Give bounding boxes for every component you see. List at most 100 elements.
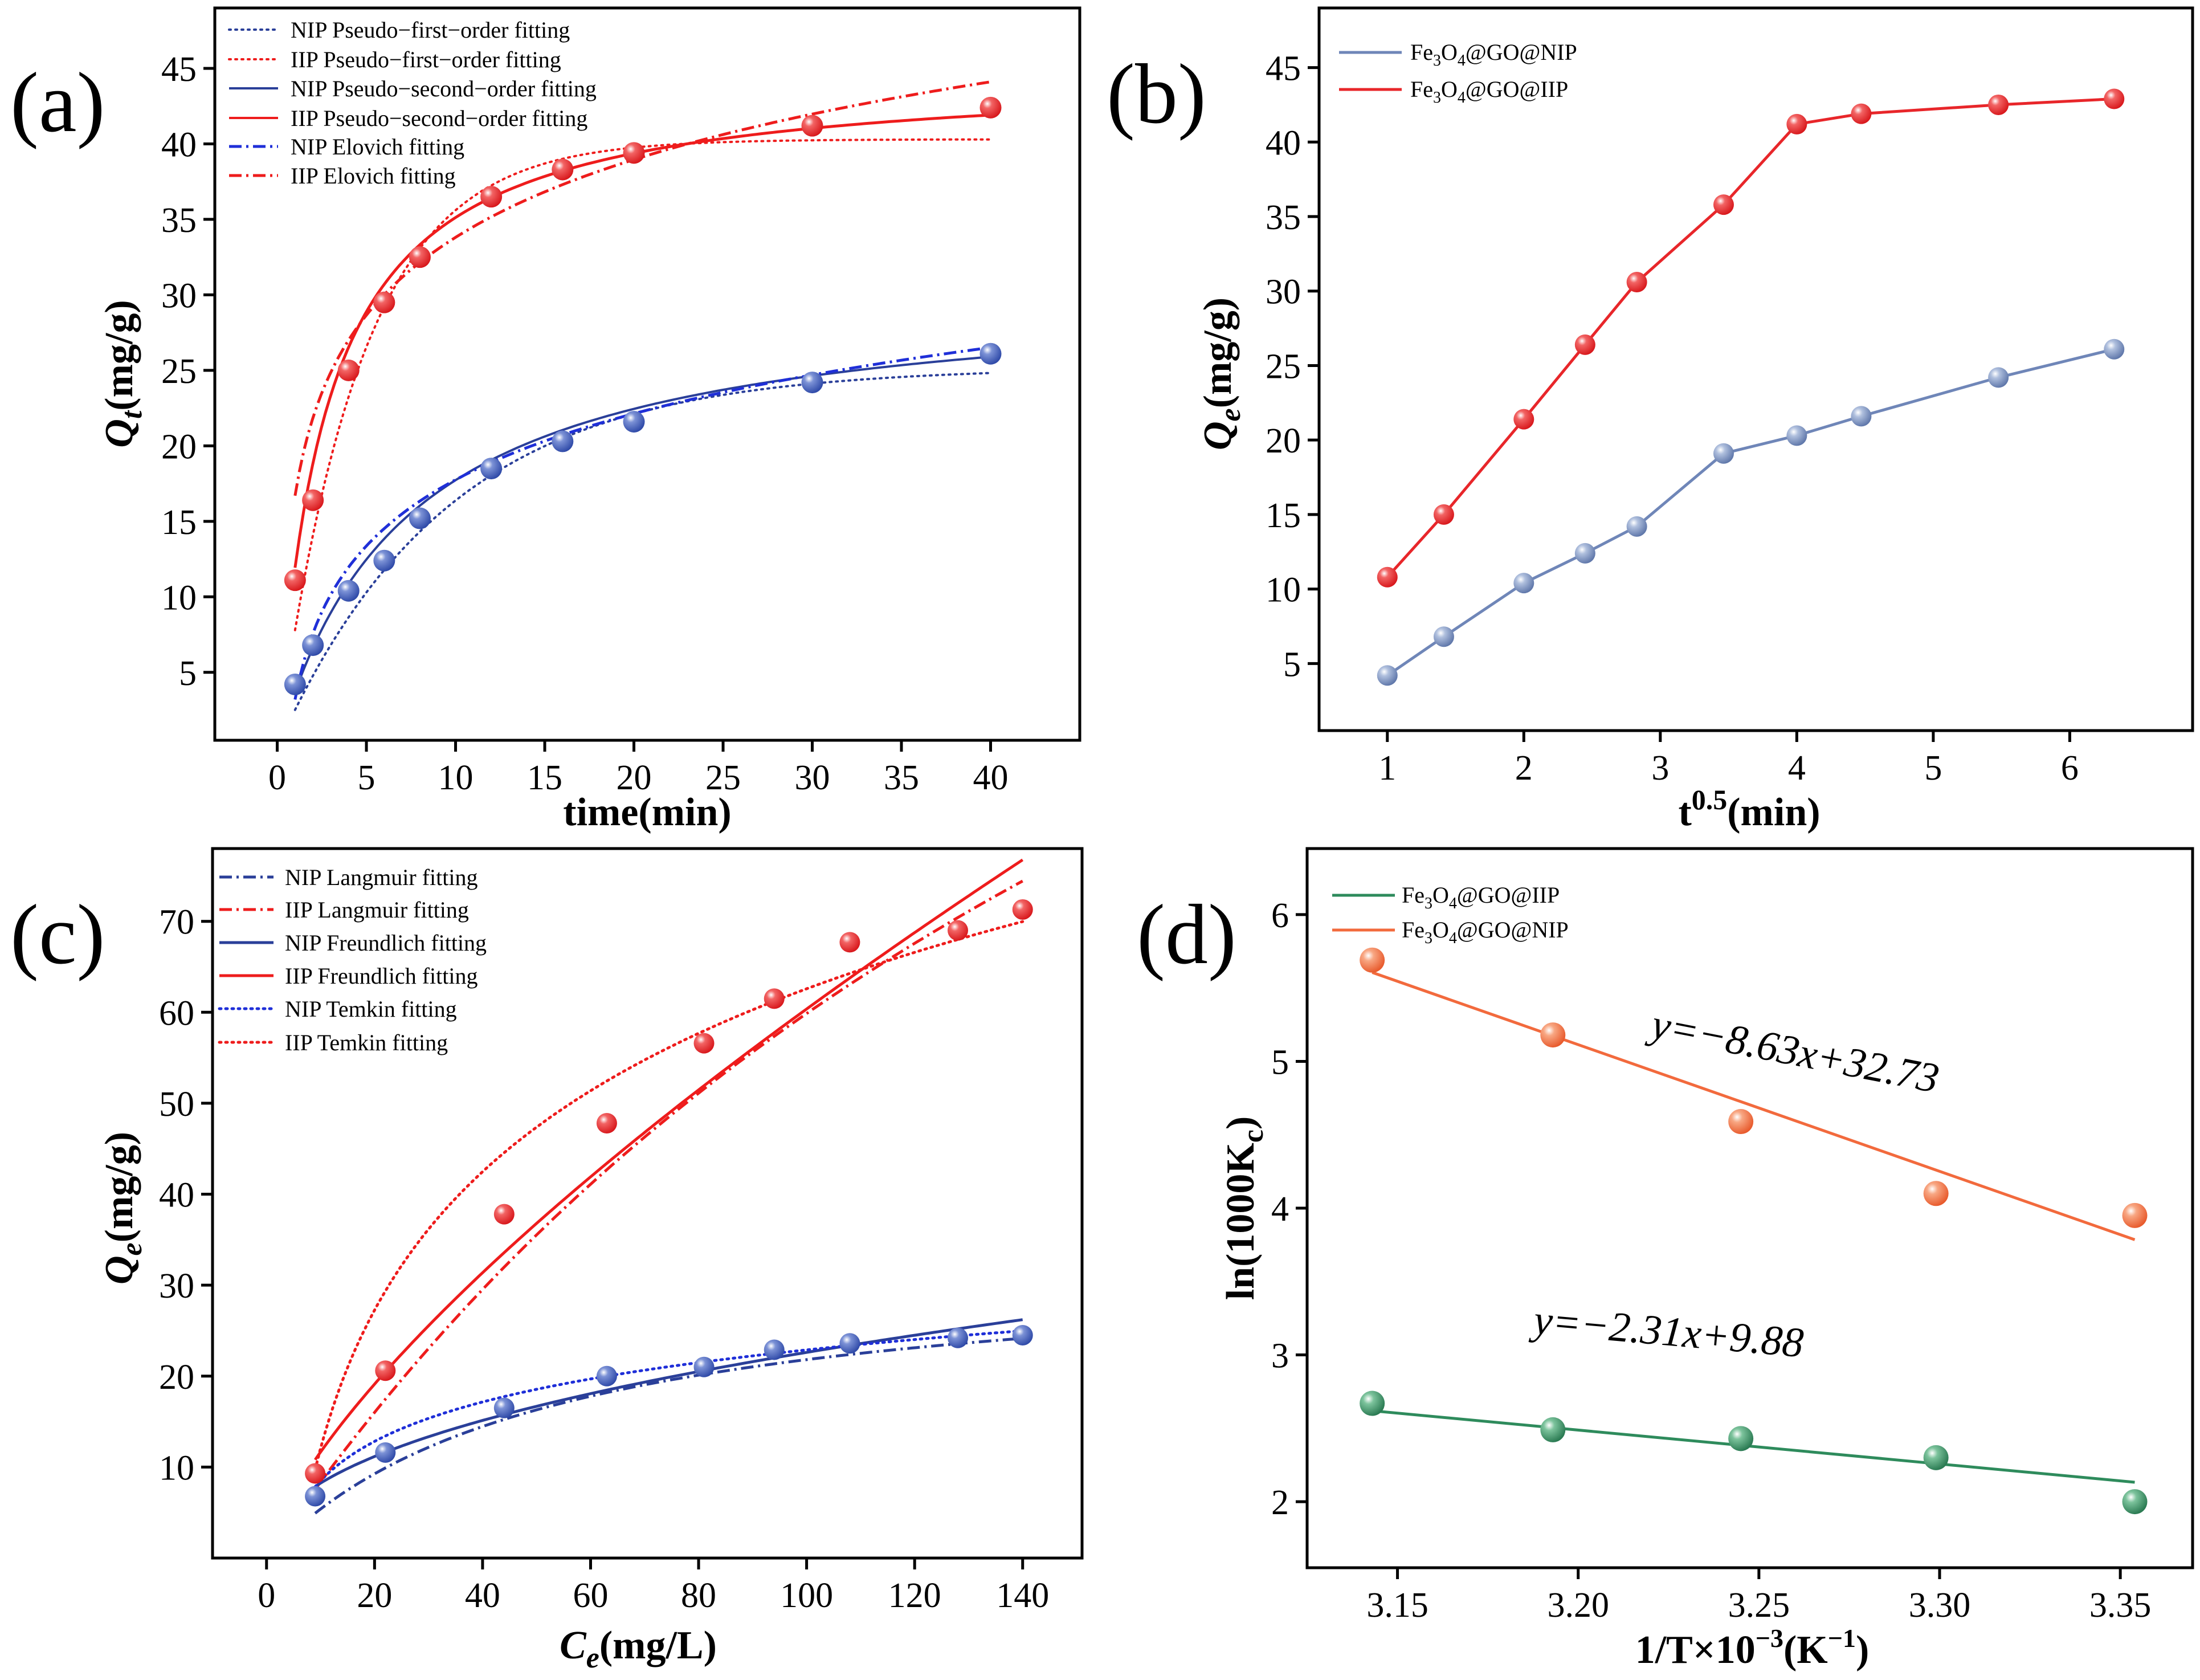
data-point-c-nip-7 [948,1327,968,1348]
y-tick-label-b-3: 20 [1266,422,1301,460]
y-tick-label-a-2: 15 [161,503,197,542]
y-tick-label-c-0: 10 [159,1449,194,1487]
x-tick-label-a-6: 30 [795,759,830,797]
axes-a: 0 5 10 15 20 25 30 35 40 5 10 15 20 25 30 35 40 45 [161,50,1009,797]
data-point-a-iip-3 [373,291,395,313]
series-b [1377,88,2125,686]
data-point-a-nip-6 [552,430,574,452]
y-tick-label-a-6: 35 [161,201,197,240]
data-point-b-1-4 [1626,272,1647,293]
series-line-b-0 [1386,348,2115,677]
panel-label-a: (a) [10,55,105,150]
y-axis-label-d: ln(1000Kc) [1219,1116,1270,1300]
y-tick-label-b-4: 25 [1266,347,1301,386]
data-point-a-nip-9 [979,342,1002,365]
y-tick-label-b-0: 5 [1283,645,1301,684]
fits-d [1372,971,2136,1484]
data-point-b-1-6 [1786,113,1807,134]
data-point-b-0-9 [2104,339,2125,360]
y-tick-label-d-0: 2 [1271,1483,1289,1522]
data-point-b-1-0 [1377,566,1398,588]
x-tick-label-b-5: 6 [2061,749,2079,788]
data-point-d-iip-3 [1923,1445,1949,1470]
x-tick-label-a-8: 40 [973,759,1009,797]
data-point-c-iip-4 [693,1033,715,1054]
equation-nip: y=−8.63x+32.73 [1644,1000,1943,1102]
data-point-b-0-1 [1433,626,1454,647]
y-tick-label-a-4: 25 [161,352,197,391]
data-point-a-iip-1 [302,489,324,511]
data-point-c-nip-4 [693,1356,715,1377]
legend-label-c-5: IIP Temkin fitting [285,1030,448,1055]
data-point-a-nip-0 [284,673,306,695]
data-point-c-nip-0 [305,1486,326,1507]
plot-frame-c [211,847,1084,1560]
data-point-a-nip-1 [302,634,324,656]
y-tick-label-b-8: 45 [1266,50,1301,88]
y-tick-label-b-6: 35 [1266,198,1301,237]
fit-curve-c-5 [313,920,1025,1471]
data-point-c-iip-8 [1012,899,1033,920]
legend-label-a-1: IIP Pseudo−first−order fitting [291,47,561,72]
data-point-c-iip-5 [764,988,785,1009]
y-tick-label-a-3: 20 [161,427,197,466]
data-point-a-nip-8 [801,372,823,394]
fit-curve-c-4 [313,1329,1025,1489]
x-tick-label-a-5: 25 [705,759,741,797]
legend-label-d-1: Fe3O4@GO@NIP [1402,917,1569,947]
x-tick-label-a-2: 10 [438,759,474,797]
y-axis-label-a: Qt(mg/g) [97,300,148,447]
data-point-b-0-2 [1513,573,1534,594]
data-point-c-iip-6 [839,932,860,953]
data-point-a-iip-2 [337,359,360,381]
x-tick-label-b-2: 3 [1651,749,1669,788]
x-axis-label-a: time(min) [563,790,731,834]
x-tick-label-c-1: 20 [357,1576,392,1615]
data-point-c-iip-1 [375,1360,396,1381]
data-point-d-iip-0 [1360,1391,1385,1416]
series-line-b-1 [1386,97,2115,578]
x-tick-label-c-2: 40 [465,1576,500,1615]
panel-label-b: (b) [1107,47,1206,141]
data-point-d-nip-2 [1728,1109,1754,1135]
legend-label-c-1: IIP Langmuir fitting [285,897,469,923]
x-tick-label-d-0: 3.15 [1366,1586,1428,1625]
fit-line-d-1 [1372,971,2136,1241]
x-axis-label-d: 1/T×10−3(K−1) [1635,1624,1870,1672]
x-tick-label-b-4: 5 [1924,749,1942,788]
data-point-a-nip-7 [623,410,645,433]
legend-d: Fe3O4@GO@IIP Fe3O4@GO@NIP [1332,882,1569,947]
data-point-d-nip-4 [2122,1202,2148,1228]
legend-label-b-1: Fe3O4@GO@IIP [1410,76,1568,107]
data-point-c-nip-6 [839,1333,860,1354]
y-tick-label-a-0: 5 [179,654,197,693]
data-point-b-1-1 [1433,504,1454,525]
data-point-c-nip-2 [493,1397,515,1418]
y-axis-label-b: Qe(mg/g) [1196,297,1247,450]
data-point-a-nip-4 [409,507,431,529]
x-tick-label-c-5: 100 [780,1576,833,1615]
y-tick-label-b-5: 30 [1266,273,1301,312]
x-tick-label-b-0: 1 [1378,749,1396,788]
data-point-b-0-8 [1988,367,2009,388]
y-tick-label-b-2: 15 [1266,496,1301,535]
data-point-b-1-9 [2104,88,2125,109]
plot-frame-b [1317,6,2194,732]
data-point-c-iip-7 [948,920,968,941]
data-point-b-0-7 [1851,406,1872,427]
y-tick-label-a-7: 40 [161,125,197,164]
x-tick-label-a-4: 20 [617,759,652,797]
y-tick-label-d-2: 4 [1271,1190,1289,1229]
fit-curve-c-2 [314,1318,1023,1488]
data-point-b-0-6 [1786,425,1807,446]
legend-b: Fe3O4@GO@NIP Fe3O4@GO@IIP [1339,39,1577,107]
fit-line-d-0 [1372,1409,2135,1484]
y-axis-label-c: Qe(mg/g) [97,1132,148,1285]
x-tick-label-d-1: 3.20 [1547,1586,1609,1625]
data-point-d-iip-2 [1728,1426,1754,1451]
x-tick-label-d-4: 3.35 [2089,1586,2152,1625]
panel-label-c: (c) [10,887,105,982]
legend-label-b-0: Fe3O4@GO@NIP [1410,39,1577,70]
y-tick-label-c-6: 70 [159,903,194,942]
